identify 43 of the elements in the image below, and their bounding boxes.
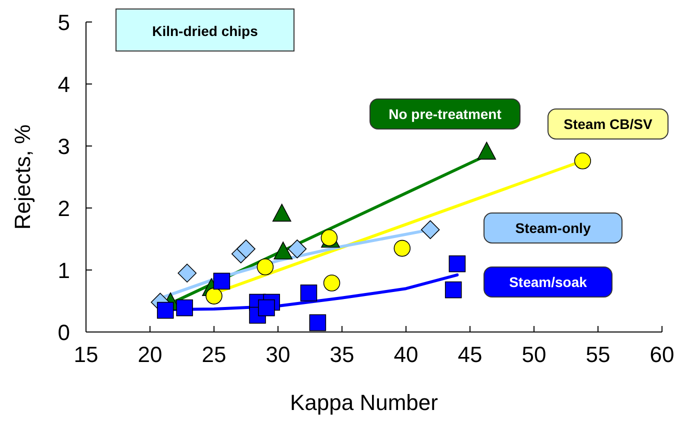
x-tick-label: 25 [202, 342, 226, 367]
point [206, 288, 222, 304]
point [574, 152, 592, 170]
series-label: No pre-treatment [388, 106, 502, 122]
x-tick-label: 45 [458, 342, 482, 367]
y-tick-label: 3 [58, 134, 70, 159]
point [236, 240, 256, 258]
series-label: Steam CB/SV [564, 116, 654, 132]
y-tick-label: 1 [58, 258, 70, 283]
x-tick-label: 20 [138, 342, 162, 367]
text: Steam/soak [509, 274, 588, 290]
point [448, 255, 466, 272]
point [213, 272, 230, 290]
point [176, 299, 193, 316]
text: Steam-only [515, 220, 591, 236]
x-axis-title: Kappa Number [290, 390, 438, 415]
point [477, 142, 496, 160]
point [288, 240, 307, 258]
point [178, 264, 197, 282]
x-tick-label: 35 [330, 342, 354, 367]
point [256, 258, 274, 276]
y-tick-label: 5 [58, 10, 70, 35]
y-tick-label: 4 [58, 72, 70, 97]
x-tick-label: 55 [586, 342, 610, 367]
x-tick-label: 60 [650, 342, 674, 367]
chart-title: Kiln-dried chips [152, 23, 258, 39]
point [258, 299, 275, 316]
x-tick-label: 15 [74, 342, 98, 367]
point [309, 314, 326, 332]
point [444, 281, 462, 298]
point [156, 302, 174, 319]
y-axis-title: Rejects, % [10, 124, 35, 230]
point [274, 242, 293, 260]
point [394, 240, 411, 257]
point [300, 284, 318, 302]
x-tick-label: 30 [266, 342, 290, 367]
point [420, 220, 440, 240]
y-tick-label: 0 [58, 320, 70, 345]
x-tick-label: 40 [394, 342, 418, 367]
point [272, 204, 292, 222]
point [323, 274, 340, 292]
x-tick-label: 50 [522, 342, 546, 367]
y-tick-label: 2 [58, 196, 70, 221]
